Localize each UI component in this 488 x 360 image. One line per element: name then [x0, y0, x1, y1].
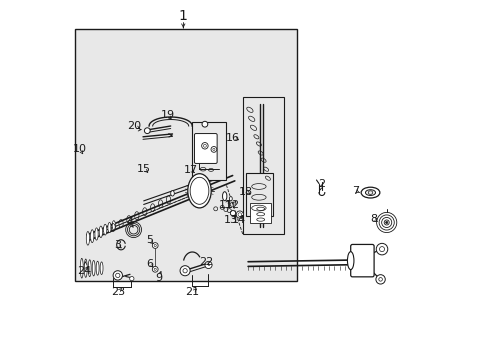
Circle shape	[152, 243, 158, 248]
FancyBboxPatch shape	[194, 134, 217, 163]
Ellipse shape	[108, 222, 111, 233]
Ellipse shape	[80, 258, 83, 278]
Text: 11: 11	[218, 200, 232, 210]
Text: 4: 4	[126, 217, 133, 228]
Ellipse shape	[365, 190, 375, 195]
Ellipse shape	[170, 191, 174, 196]
Text: 24: 24	[78, 266, 92, 276]
Text: 23: 23	[110, 287, 124, 297]
Ellipse shape	[90, 230, 94, 243]
Text: 14: 14	[231, 215, 245, 225]
Text: 2: 2	[317, 179, 325, 189]
Circle shape	[202, 121, 207, 127]
Ellipse shape	[187, 174, 211, 208]
Circle shape	[152, 266, 158, 272]
Circle shape	[180, 266, 190, 276]
Text: 9: 9	[155, 273, 162, 283]
Bar	[75, 29, 296, 281]
Ellipse shape	[88, 260, 91, 276]
Circle shape	[236, 211, 243, 218]
Circle shape	[211, 147, 216, 152]
Text: 20: 20	[127, 121, 141, 131]
Polygon shape	[230, 210, 235, 216]
Circle shape	[385, 221, 387, 224]
Text: 10: 10	[73, 144, 86, 154]
Text: 19: 19	[160, 110, 174, 120]
Circle shape	[201, 143, 208, 149]
FancyBboxPatch shape	[350, 244, 373, 277]
Text: 7: 7	[351, 186, 358, 196]
Bar	[242, 97, 284, 234]
Bar	[192, 122, 226, 180]
Ellipse shape	[84, 259, 87, 278]
Text: 22: 22	[199, 257, 213, 267]
Text: 5: 5	[145, 235, 153, 246]
Text: 16: 16	[225, 132, 239, 143]
Text: 12: 12	[225, 200, 239, 210]
Ellipse shape	[86, 231, 89, 245]
Ellipse shape	[95, 228, 98, 240]
Text: 6: 6	[146, 259, 153, 269]
Bar	[249, 203, 271, 223]
Ellipse shape	[222, 192, 226, 201]
Ellipse shape	[361, 187, 379, 198]
Ellipse shape	[229, 197, 232, 201]
Text: 8: 8	[369, 214, 376, 224]
Circle shape	[204, 261, 212, 269]
Circle shape	[113, 271, 122, 280]
Ellipse shape	[112, 221, 115, 230]
Text: 21: 21	[185, 287, 199, 297]
Text: 18: 18	[239, 186, 253, 197]
Text: 3: 3	[114, 240, 121, 250]
Ellipse shape	[99, 226, 102, 238]
Text: 17: 17	[183, 165, 197, 175]
Ellipse shape	[100, 262, 103, 275]
Circle shape	[375, 275, 385, 284]
Text: 1: 1	[179, 9, 187, 23]
Circle shape	[129, 276, 134, 281]
Ellipse shape	[103, 224, 106, 235]
Text: 13: 13	[224, 215, 238, 225]
Text: 15: 15	[137, 164, 151, 174]
Ellipse shape	[347, 252, 353, 270]
Circle shape	[375, 243, 387, 255]
Ellipse shape	[96, 261, 99, 275]
Circle shape	[144, 128, 150, 134]
Bar	[246, 173, 273, 216]
Ellipse shape	[92, 261, 95, 276]
